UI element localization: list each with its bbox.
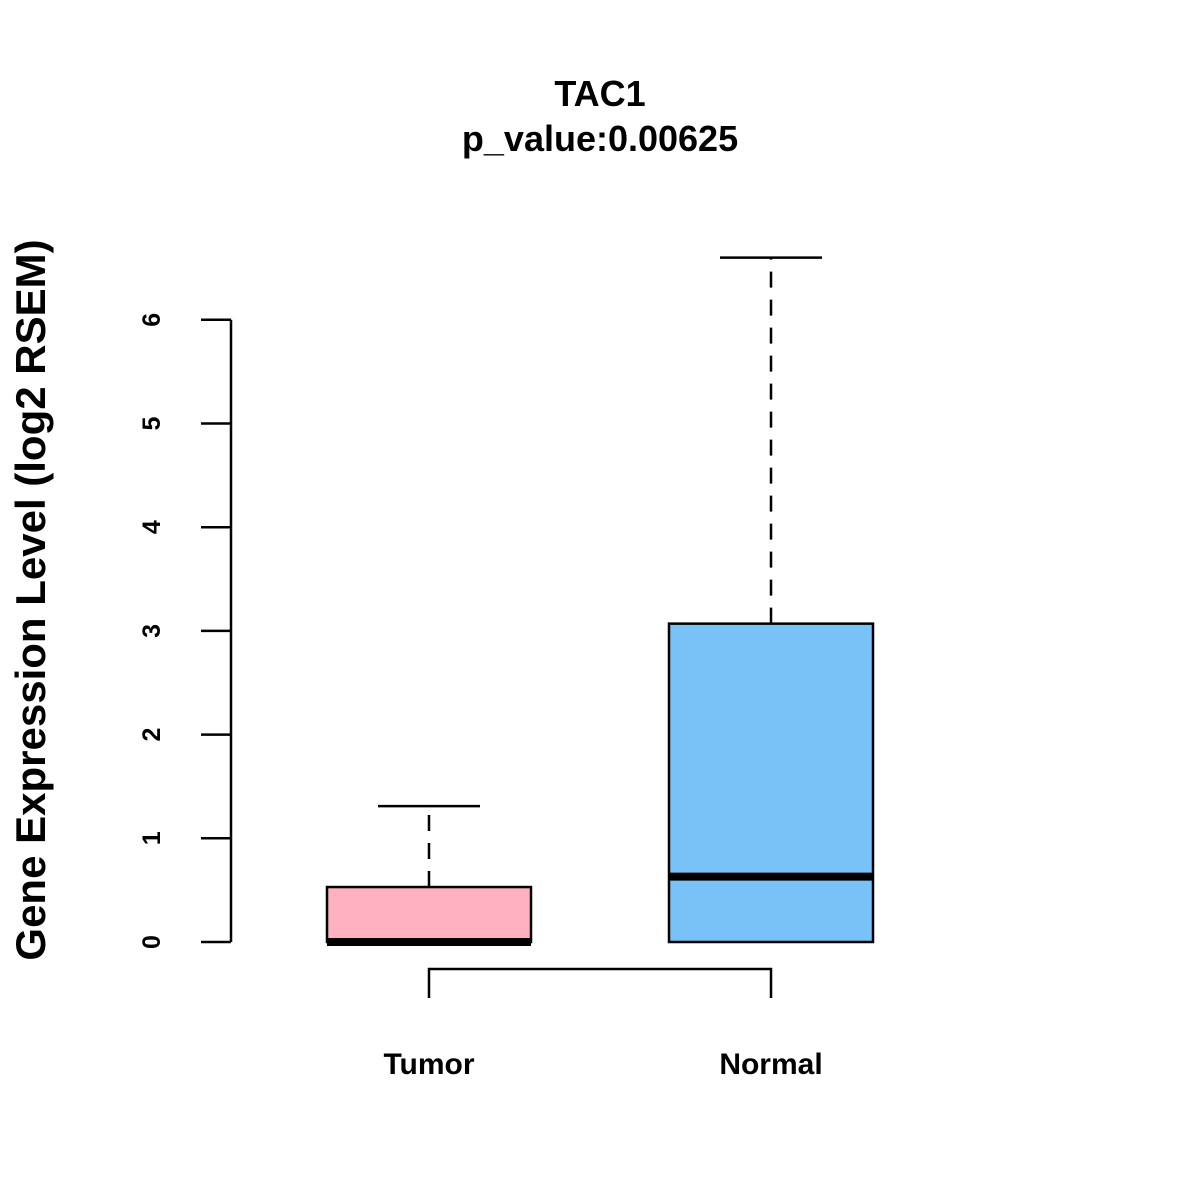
chart-subtitle: p_value:0.00625 — [462, 118, 738, 159]
y-axis: 0 1 2 3 4 5 6 — [138, 313, 233, 949]
box-body — [325, 885, 533, 944]
boxes-group — [325, 256, 875, 946]
y-tick-label: 6 — [138, 313, 166, 327]
category-label-tumor: Tumor — [383, 1048, 474, 1081]
y-tick-label: 2 — [138, 728, 166, 742]
bracket-line — [427, 967, 773, 998]
y-tick-label: 4 — [138, 520, 166, 534]
y-tick-label: 5 — [138, 416, 166, 430]
box-tumor — [325, 804, 533, 946]
y-tick-label: 1 — [138, 831, 166, 845]
chart-title: TAC1 — [554, 73, 645, 114]
box-normal — [667, 256, 875, 944]
y-tick-label: 3 — [138, 624, 166, 638]
category-labels: Tumor Normal — [383, 1048, 822, 1081]
box-body — [667, 622, 875, 944]
comparison-bracket — [427, 967, 773, 998]
category-label-normal: Normal — [719, 1048, 822, 1081]
y-axis-label: Gene Expression Level (log2 RSEM) — [7, 239, 54, 960]
y-tick-label: 0 — [138, 935, 166, 949]
